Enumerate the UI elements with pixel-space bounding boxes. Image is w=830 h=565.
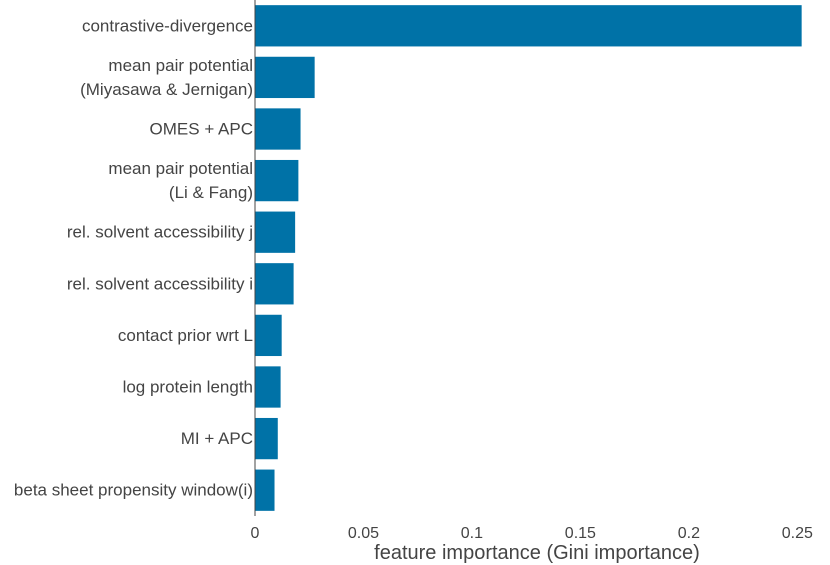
x-tick-label: 0.25	[782, 525, 813, 542]
category-label: beta sheet propensity window(i)	[14, 481, 253, 500]
category-labels: contrastive-divergence mean pair potentia…	[14, 16, 253, 499]
category-label-line: rel. solvent accessibility j	[67, 223, 253, 242]
category-label-line: log protein length	[123, 378, 253, 397]
x-tick-label: 0.05	[348, 525, 379, 542]
category-label: rel. solvent accessibility j	[67, 223, 253, 242]
category-label-line: (Li & Fang)	[169, 183, 253, 202]
category-label-line: mean pair potential	[108, 56, 253, 75]
category-label-line: contact prior wrt L	[118, 326, 253, 345]
bar	[255, 263, 294, 305]
category-label: contact prior wrt L	[118, 326, 253, 345]
bar	[255, 211, 296, 253]
category-label-line: beta sheet propensity window(i)	[14, 481, 253, 500]
bars	[255, 5, 802, 511]
bar	[255, 469, 275, 511]
category-label: OMES + APC	[150, 120, 253, 139]
bar	[255, 56, 315, 99]
category-label: rel. solvent accessibility i	[67, 274, 253, 293]
category-label-line: rel. solvent accessibility i	[67, 274, 253, 293]
category-label-line: contrastive-divergence	[82, 16, 253, 35]
x-tick-label: 0.1	[461, 525, 483, 542]
x-axis-ticks: 0 0.05 0.1 0.15 0.2 0.25	[251, 525, 813, 542]
category-label: log protein length	[123, 378, 253, 397]
bar	[255, 366, 281, 408]
category-label: mean pair potential (Miyasawa & Jernigan)	[80, 56, 253, 99]
category-label: mean pair potential (Li & Fang)	[108, 159, 253, 202]
category-label: contrastive-divergence	[82, 16, 253, 35]
category-label-line: (Miyasawa & Jernigan)	[80, 80, 253, 99]
x-tick-label: 0	[251, 525, 260, 542]
bar	[255, 159, 299, 202]
bar	[255, 5, 802, 47]
category-label-line: MI + APC	[181, 429, 253, 448]
bar	[255, 314, 282, 357]
x-axis-title: feature importance (Gini importance)	[374, 542, 700, 564]
category-label-line: mean pair potential	[108, 159, 253, 178]
category-label: MI + APC	[181, 429, 253, 448]
bar	[255, 108, 301, 150]
x-tick-label: 0.2	[678, 525, 700, 542]
bar	[255, 417, 278, 460]
x-tick-label: 0.15	[565, 525, 596, 542]
category-label-line: OMES + APC	[150, 120, 253, 139]
